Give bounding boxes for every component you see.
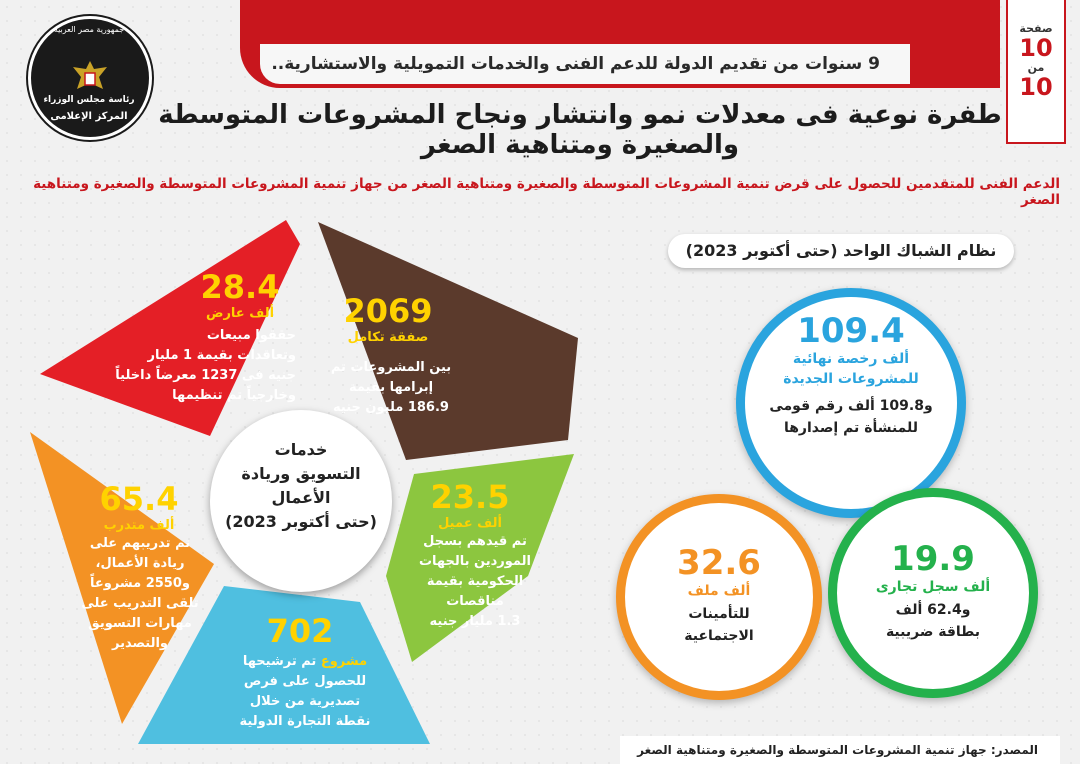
registry-body-1: و62.4 ألف [895,602,971,618]
center-line-2: التسويق وريادة [241,464,361,483]
center-line-1: خدمات [274,440,328,459]
green-line-1: تم قيدهم بسجل [423,534,527,549]
segment-orange [30,432,214,724]
segment-blue [138,586,430,744]
blue-line-1: تم ترشيحها [242,654,317,669]
logo-bottom-text: المركز الإعلامى [50,111,128,122]
orange-line-1: تم تدريبهم على [89,536,191,551]
licenses-body-1: و109.8 ألف رقم قومى [769,398,933,414]
licenses-value: 109.4 [797,311,905,351]
registry-circle: 19.9 ألف سجل تجارى و62.4 ألف بطاقة ضريبي… [828,488,1038,698]
green-value: 23.5 [430,478,510,516]
logo-top-text: جمهورية مصر العربية [53,25,125,34]
segment-red [40,220,300,436]
page-title: طفرة نوعية فى معدلات نمو وانتشار ونجاح ا… [158,100,1002,160]
orange-line-4: تلقى التدريب على [81,596,199,611]
licenses-unit-2: للمشروعات الجديدة [783,371,919,387]
green-segment-text: 23.5 ألف عميل [420,478,520,531]
page-subtitle: الدعم الفنى للمتقدمين للحصول على قرض تنم… [33,176,1060,208]
brown-segment-text: 2069 صفقة تكامل [328,292,448,345]
registry-value: 19.9 [891,539,975,579]
orange-unit: ألف متدرب [103,518,175,533]
green-unit: ألف عميل [438,516,502,531]
page-label: صفحة [1019,22,1053,35]
blue-line-2: للحصول على فرص [243,674,367,689]
licenses-circle: 109.4 ألف رخصة نهائية للمشروعات الجديدة … [736,288,966,518]
insurance-unit: ألف ملف [687,583,751,599]
brown-value: 2069 [343,292,433,330]
licenses-body-2: للمنشأة تم إصدارها [783,420,919,436]
brown-body: بين المشروعات تم إبرامها بقيمة 186.9 ملي… [316,358,466,418]
page-current: 10 [1019,34,1053,62]
insurance-circle: 32.6 ألف ملف للتأمينات الاجتماعية [616,494,822,700]
orange-line-3: و2550 مشروعاً [89,576,190,591]
blue-segment-text: 702 [240,612,360,650]
segment-green [386,454,574,662]
orange-value: 65.4 [99,480,179,518]
orange-segment-text: 65.4 ألف متدرب [94,480,184,533]
one-window-heading: نظام الشباك الواحد (حتى أكتوبر 2023) [668,234,1014,268]
banner-text: 9 سنوات من تقديم الدولة للدعم الفنى والخ… [260,44,910,84]
logo-middle-text: رئاسة مجلس الوزراء [43,95,135,105]
brown-line-3: 186.9 مليون جنيه [333,400,449,415]
red-line-3: جنيه فى 1237 معرضاً داخلياً [115,368,296,383]
registry-unit: ألف سجل تجارى [875,579,991,595]
cabinet-logo: جمهورية مصر العربية رئاسة مجلس الوزراء ا… [28,16,152,140]
brown-line-2: إبرامها بقيمة [348,380,434,395]
blue-line-4: نقطة التجارة الدولية [239,714,371,729]
licenses-unit-1: ألف رخصة نهائية [792,351,910,367]
eagle-icon [73,61,107,89]
blue-line-3: تصديرية من خلال [249,694,361,709]
orange-body: تم تدريبهم على ريادة الأعمال، و2550 مشرو… [70,534,210,654]
brown-unit: صفقة تكامل [347,330,429,345]
red-line-1: حققوا مبيعات [206,328,296,343]
green-line-3: الحكومية بقيمة [426,574,524,589]
red-segment-text: 28.4 ألف عارض [170,268,310,321]
insurance-body-1: للتأمينات [688,606,750,622]
red-line-2: وتعاقدات بقيمة 1 مليار [147,348,296,363]
green-line-5: 1.3 مليار جنيه [429,614,521,629]
red-line-4: وخارجياً تم تنظيمها [172,388,296,403]
red-value: 28.4 [200,268,280,306]
green-line-4: مناقصات [446,594,504,609]
center-line-3: الأعمال [271,488,331,507]
center-line-4: (حتى أكتوبر 2023) [225,512,377,531]
registry-body-2: بطاقة ضريبية [885,624,981,640]
red-unit: ألف عارض [205,306,275,321]
blue-body: مشروع تم ترشيحها للحصول على فرص تصديرية … [220,652,390,732]
page-of-label: من [1027,61,1045,74]
orange-line-5: مهارات التسويق [88,616,192,631]
center-circle: خدمات التسويق وريادة الأعمال (حتى أكتوبر… [210,410,392,592]
source-note: المصدر: جهاز تنمية المشروعات المتوسطة وا… [620,736,1060,764]
page-number-box: صفحة 10 من 10 [1006,0,1066,144]
segment-brown [318,222,578,460]
red-body: حققوا مبيعات وتعاقدات بقيمة 1 مليار جنيه… [96,326,296,406]
brown-line-1: بين المشروعات تم [330,360,452,375]
blue-unit: مشروع [320,654,368,669]
insurance-body-2: الاجتماعية [684,628,754,644]
green-body: تم قيدهم بسجل الموردين بالجهات الحكومية … [400,532,550,632]
green-line-2: الموردين بالجهات [418,554,531,569]
page-total: 10 [1019,73,1053,101]
blue-value: 702 [266,612,334,650]
orange-line-2: ريادة الأعمال، [95,556,185,571]
insurance-value: 32.6 [677,543,761,583]
marketing-pentagon [30,220,578,744]
orange-line-6: والتصدير [111,636,168,651]
